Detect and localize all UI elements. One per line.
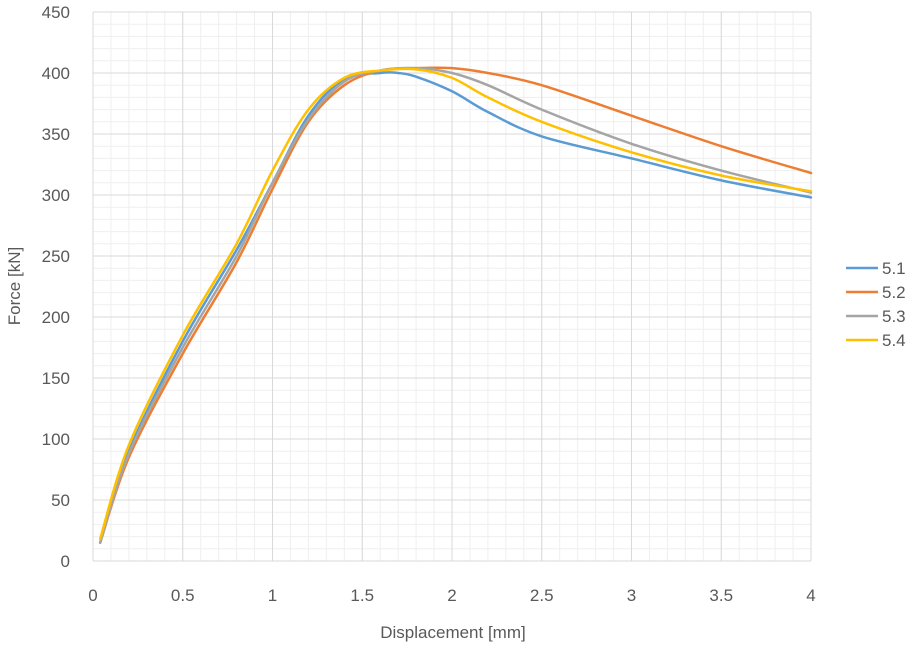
x-tick-label: 1 — [268, 586, 277, 605]
legend-item-5.3: 5.3 — [846, 307, 906, 326]
legend-label: 5.2 — [882, 283, 906, 302]
y-tick-label: 300 — [42, 186, 70, 205]
x-tick-label: 0.5 — [171, 586, 195, 605]
series-line-5.1 — [98, 71, 813, 544]
x-tick-label: 3 — [627, 586, 636, 605]
legend: 5.1 5.2 5.3 5.4 — [846, 259, 906, 350]
legend-label: 5.3 — [882, 307, 906, 326]
y-axis-title: Force [kN] — [5, 247, 24, 325]
legend-label: 5.1 — [882, 259, 906, 278]
y-tick-label: 150 — [42, 369, 70, 388]
series-layer — [98, 66, 813, 544]
x-tick-label: 1.5 — [350, 586, 374, 605]
legend-item-5.1: 5.1 — [846, 259, 906, 278]
legend-item-5.4: 5.4 — [846, 331, 906, 350]
x-tick-label: 4 — [806, 586, 815, 605]
y-tick-label: 250 — [42, 247, 70, 266]
y-axis-tick-labels: 0 50 100 150 200 250 300 350 400 450 — [42, 3, 70, 571]
series-line-5.4 — [98, 67, 813, 541]
y-tick-label: 350 — [42, 125, 70, 144]
x-tick-label: 2 — [447, 586, 456, 605]
y-tick-label: 200 — [42, 308, 70, 327]
series-line-5.3 — [98, 66, 813, 544]
y-tick-label: 50 — [51, 491, 70, 510]
x-axis-title: Displacement [mm] — [380, 623, 525, 642]
y-tick-label: 100 — [42, 430, 70, 449]
x-axis-tick-labels: 0 0.5 1 1.5 2 2.5 3 3.5 4 — [88, 586, 815, 605]
y-tick-label: 450 — [42, 3, 70, 22]
x-tick-label: 2.5 — [530, 586, 554, 605]
y-tick-label: 400 — [42, 64, 70, 83]
x-tick-label: 3.5 — [709, 586, 733, 605]
x-tick-label: 0 — [88, 586, 97, 605]
y-tick-label: 0 — [61, 552, 70, 571]
legend-item-5.2: 5.2 — [846, 283, 906, 302]
legend-label: 5.4 — [882, 331, 906, 350]
